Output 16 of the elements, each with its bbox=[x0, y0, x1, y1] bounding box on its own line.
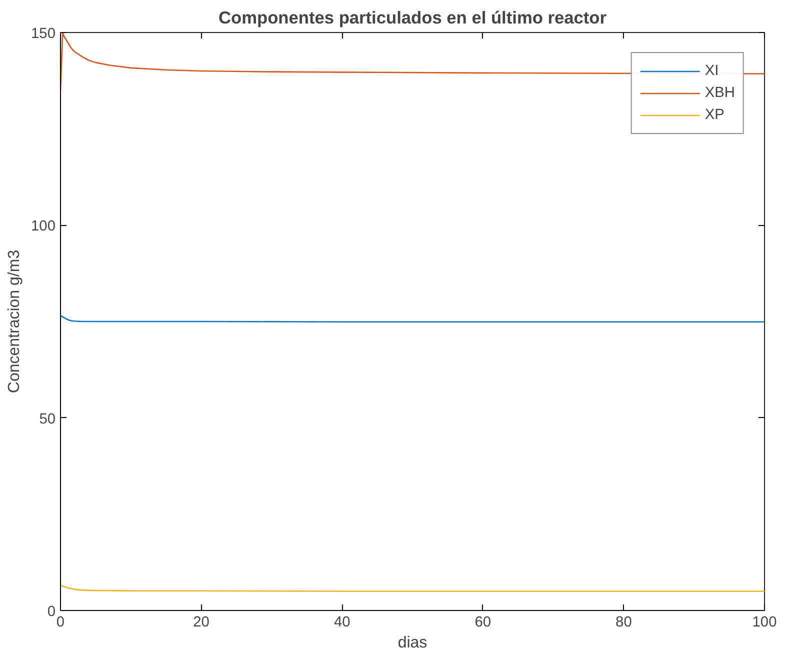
legend-label: XI bbox=[704, 63, 720, 79]
y-tick-label: 100 bbox=[31, 218, 56, 235]
x-tick-label: 20 bbox=[193, 614, 210, 630]
y-tick-label: 0 bbox=[47, 604, 56, 620]
chart-title: Componentes particulados en el último reactor bbox=[218, 8, 607, 28]
x-tick-label: 80 bbox=[616, 614, 632, 630]
y-tick-label: 50 bbox=[39, 411, 56, 428]
legend-label: XBH bbox=[704, 85, 735, 101]
x-tick-label: 100 bbox=[752, 614, 777, 630]
line-series bbox=[60, 315, 764, 323]
legend-label: XP bbox=[704, 107, 725, 123]
x-tick-label: 60 bbox=[474, 614, 492, 630]
x-axis-title: dias bbox=[398, 634, 428, 652]
y-tick-label: 150 bbox=[31, 26, 56, 42]
x-tick-label: 40 bbox=[334, 614, 350, 630]
y-axis-title: Concentracion g/m3 bbox=[6, 250, 24, 394]
